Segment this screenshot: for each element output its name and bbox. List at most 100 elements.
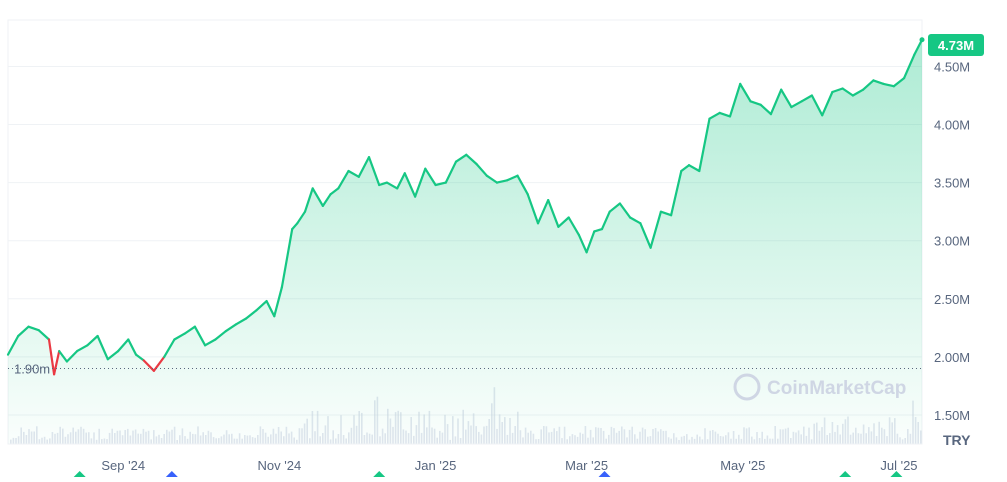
y-tick-label: 1.50M: [934, 408, 970, 423]
x-tick-label: Mar '25: [565, 458, 608, 473]
price-line-segment: [585, 230, 596, 254]
event-marker-icon: [839, 471, 852, 482]
price-line-segment: [280, 228, 294, 289]
coinmarketcap-logo-icon: [733, 373, 761, 401]
price-line-segment: [296, 210, 307, 225]
price-line-segment: [444, 160, 458, 184]
price-line-segment: [58, 350, 69, 363]
price-line-segment: [116, 338, 130, 353]
price-line-segment: [385, 181, 399, 190]
price-line-segment: [52, 350, 61, 376]
current-price-badge-bg: [928, 34, 984, 56]
price-line-segment: [152, 355, 166, 372]
price-line-segment: [628, 216, 642, 225]
price-line-segment: [214, 330, 227, 341]
currency-label: TRY: [943, 432, 971, 448]
price-line-segment: [739, 82, 752, 103]
price-line-segment: [245, 309, 258, 320]
price-line-segment: [106, 350, 120, 361]
price-line-segment: [600, 210, 611, 231]
event-marker-icon: [73, 471, 86, 482]
price-line-segment: [321, 193, 332, 207]
price-line-segment: [183, 325, 196, 335]
price-line-segment: [749, 100, 762, 106]
price-line-segment: [96, 334, 109, 361]
price-line-segment: [861, 79, 875, 91]
x-tick-label: Nov '24: [258, 458, 302, 473]
price-line-segment: [303, 187, 314, 213]
price-line-segment: [567, 216, 581, 236]
price-line-segment: [291, 222, 299, 231]
price-line-segment: [273, 286, 283, 318]
price-line-segment: [173, 332, 186, 341]
price-area: [6, 37, 925, 444]
price-line-segment: [708, 111, 721, 120]
price-line-segment: [698, 117, 711, 173]
price-line-segment: [234, 317, 248, 326]
event-marker-icon: [373, 471, 386, 482]
price-line-segment: [506, 174, 519, 182]
price-line-segment: [608, 202, 622, 213]
price-line-segment: [27, 325, 40, 332]
price-line-segment: [669, 169, 683, 217]
price-line-segment: [790, 100, 803, 109]
price-line-segment: [47, 338, 56, 376]
price-line-segment: [882, 82, 895, 88]
y-tick-label: 4.50M: [934, 59, 970, 74]
price-area-fill: [8, 39, 922, 444]
y-tick-label: 3.50M: [934, 176, 970, 191]
price-line-segment: [65, 350, 79, 363]
price-line-segment: [396, 172, 406, 190]
price-line-segment: [414, 167, 427, 198]
price-line-segment: [649, 210, 663, 249]
price-line-segment: [347, 169, 360, 178]
price-line-segment: [618, 202, 632, 219]
event-markers: [73, 471, 903, 482]
y-tick-label: 2.50M: [934, 292, 970, 307]
price-line-segment: [851, 88, 865, 97]
x-tick-label: May '25: [720, 458, 765, 473]
price-line-segment: [465, 153, 478, 166]
price-line-segment: [475, 162, 488, 177]
price-line-segment: [536, 199, 550, 225]
baseline-label: 1.90m: [14, 361, 50, 376]
price-line-segment: [367, 156, 381, 187]
price-line-segment: [311, 187, 324, 207]
price-line-segment: [378, 181, 388, 187]
price-line-segment: [37, 329, 51, 341]
price-line-segment: [639, 222, 652, 249]
price-line-segment: [434, 181, 447, 187]
price-line-segment: [127, 338, 138, 356]
price-line-segment: [800, 94, 814, 103]
price-line-segment: [265, 300, 276, 318]
price-line-segment: [913, 38, 924, 56]
price-line-segment: [780, 88, 793, 109]
price-line-segment: [454, 153, 468, 163]
price-line-segment: [255, 300, 268, 312]
price-line-segment: [577, 233, 588, 254]
price-line-segment: [892, 76, 906, 88]
price-line-segment: [718, 111, 732, 118]
price-line-segment: [680, 164, 691, 173]
price-line-segment: [357, 156, 371, 178]
x-tick-label: Sep '24: [101, 458, 145, 473]
price-line-segment: [142, 359, 155, 372]
price-line-segment: [557, 216, 570, 228]
y-tick-label: 2.00M: [934, 350, 970, 365]
price-line-segment: [485, 174, 499, 184]
price-line-segment: [86, 334, 99, 347]
x-tick-label: Jul '25: [880, 458, 917, 473]
x-tick-label: Jan '25: [415, 458, 457, 473]
price-line-segment: [526, 193, 540, 225]
price-line-segment: [872, 79, 885, 86]
price-line-segment: [687, 164, 701, 173]
price-line-segment: [728, 82, 742, 118]
baseline: 1.90m: [8, 361, 922, 376]
watermark-text: CoinMarketCap: [767, 378, 906, 399]
price-line-segment: [134, 353, 145, 362]
price-line-segment: [6, 334, 20, 356]
y-tick-label: 4.00M: [934, 118, 970, 133]
price-line-segment: [821, 90, 834, 117]
